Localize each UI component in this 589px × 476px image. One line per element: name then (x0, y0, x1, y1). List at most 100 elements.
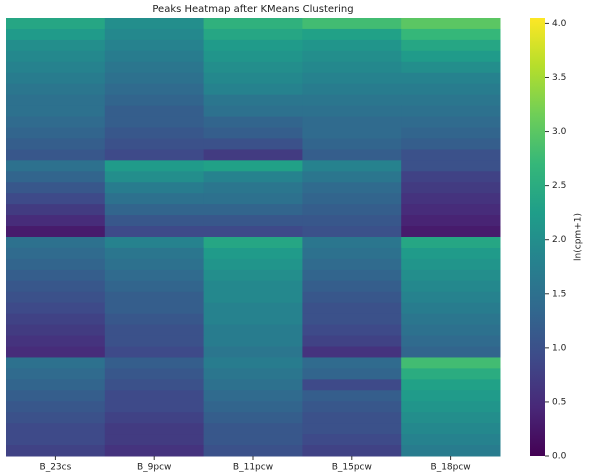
heatmap-cell (6, 127, 106, 139)
colorbar (530, 18, 545, 456)
heatmap-cell (302, 434, 402, 446)
colorbar-tick-label: 0.5 (552, 397, 566, 407)
heatmap-cell (104, 61, 205, 74)
heatmap-cell (401, 182, 501, 194)
heatmap-cell (203, 204, 303, 216)
heatmap-cell (302, 379, 402, 391)
heatmap-cell (401, 390, 501, 402)
heatmap-cell (104, 390, 205, 402)
heatmap-cell (302, 302, 402, 315)
heatmap-cell (401, 302, 501, 315)
heatmap-cell (104, 50, 205, 63)
heatmap-cell (6, 116, 106, 128)
chart-title: Peaks Heatmap after KMeans Clustering (152, 4, 353, 15)
heatmap-cell (302, 346, 402, 358)
heatmap-cell (104, 193, 205, 205)
heatmap-cell (6, 204, 106, 216)
heatmap-cell (401, 61, 501, 74)
colorbar-tick-label: 3.0 (552, 127, 567, 137)
heatmap-cell (302, 215, 402, 227)
heatmap-cell (104, 302, 205, 315)
heatmap-cell (104, 401, 205, 413)
heatmap-cell (302, 160, 402, 172)
heatmap-cell (104, 412, 205, 424)
heatmap-cell (6, 182, 106, 194)
heatmap-cell (203, 302, 303, 315)
heatmap-cell (401, 237, 501, 249)
heatmap-cell (203, 116, 303, 128)
heatmap-cell (203, 226, 303, 238)
heatmap-cell (203, 423, 303, 435)
heatmap-cell (104, 127, 205, 139)
heatmap-cell (302, 291, 402, 304)
heatmap-cell (6, 401, 106, 413)
heatmap-cell (104, 335, 205, 347)
x-tick-label: B_18pcw (431, 463, 471, 473)
heatmap-cell (6, 346, 106, 358)
heatmap-cell (6, 83, 106, 96)
heatmap-cell (302, 72, 402, 85)
heatmap-cell (6, 324, 106, 337)
heatmap-cell (104, 368, 205, 380)
heatmap-cell (6, 94, 106, 107)
heatmap-cell (6, 368, 106, 380)
heatmap-cell (401, 368, 501, 380)
heatmap-cell (203, 434, 303, 446)
heatmap-cell (401, 434, 501, 446)
heatmap-cell (302, 313, 402, 326)
heatmap-cell (401, 379, 501, 391)
heatmap-cell (6, 291, 106, 304)
heatmap-cell (6, 247, 106, 260)
heatmap-cell (203, 160, 303, 172)
x-tick-label: B_15pcw (332, 463, 372, 473)
heatmap-cell (302, 258, 402, 271)
heatmap-cell (203, 247, 303, 260)
heatmap-cell (104, 215, 205, 227)
heatmap-cell (302, 182, 402, 194)
heatmap-cell (302, 357, 402, 369)
heatmap-cell (302, 138, 402, 150)
heatmap-cell (6, 412, 106, 424)
heatmap-cell (6, 302, 106, 315)
heatmap-cell (401, 357, 501, 369)
heatmap-cell (104, 94, 205, 107)
heatmap-cell (6, 280, 106, 293)
heatmap-cell (401, 423, 501, 435)
heatmap-cell (104, 18, 205, 30)
heatmap-cell (6, 237, 106, 249)
heatmap-cell (104, 160, 205, 172)
heatmap-cell (6, 215, 106, 227)
heatmap-cell (302, 39, 402, 52)
heatmap-cell (302, 50, 402, 63)
heatmap-cell (302, 18, 402, 30)
heatmap-cell (401, 335, 501, 347)
heatmap-cell (203, 445, 303, 457)
heatmap-cell (203, 94, 303, 107)
heatmap-cell (104, 149, 205, 161)
heatmap-cell (302, 116, 402, 128)
heatmap-cell (302, 445, 402, 457)
heatmap-cell (203, 39, 303, 52)
heatmap-cell (203, 83, 303, 96)
heatmap-cell (104, 83, 205, 96)
heatmap-cell (203, 215, 303, 227)
heatmap-cell (401, 445, 501, 457)
colorbar-tick-label: 1.5 (552, 289, 566, 299)
colorbar-tick-label: 4.0 (552, 19, 567, 29)
heatmap-cell (104, 39, 205, 52)
heatmap-cell (6, 357, 106, 369)
heatmap-cell (104, 291, 205, 304)
heatmap-cell (104, 72, 205, 85)
heatmap-cell (401, 105, 501, 118)
heatmap-cell (104, 269, 205, 282)
heatmap-cell (6, 269, 106, 282)
x-tick-label: B_9pcw (137, 463, 171, 473)
heatmap-cell (6, 138, 106, 150)
colorbar-tick-label: 0.0 (552, 452, 567, 462)
heatmap-cell (401, 83, 501, 96)
heatmap-cell (203, 335, 303, 347)
heatmap-cell (104, 379, 205, 391)
heatmap-cell (203, 313, 303, 326)
heatmap-cell (401, 247, 501, 260)
